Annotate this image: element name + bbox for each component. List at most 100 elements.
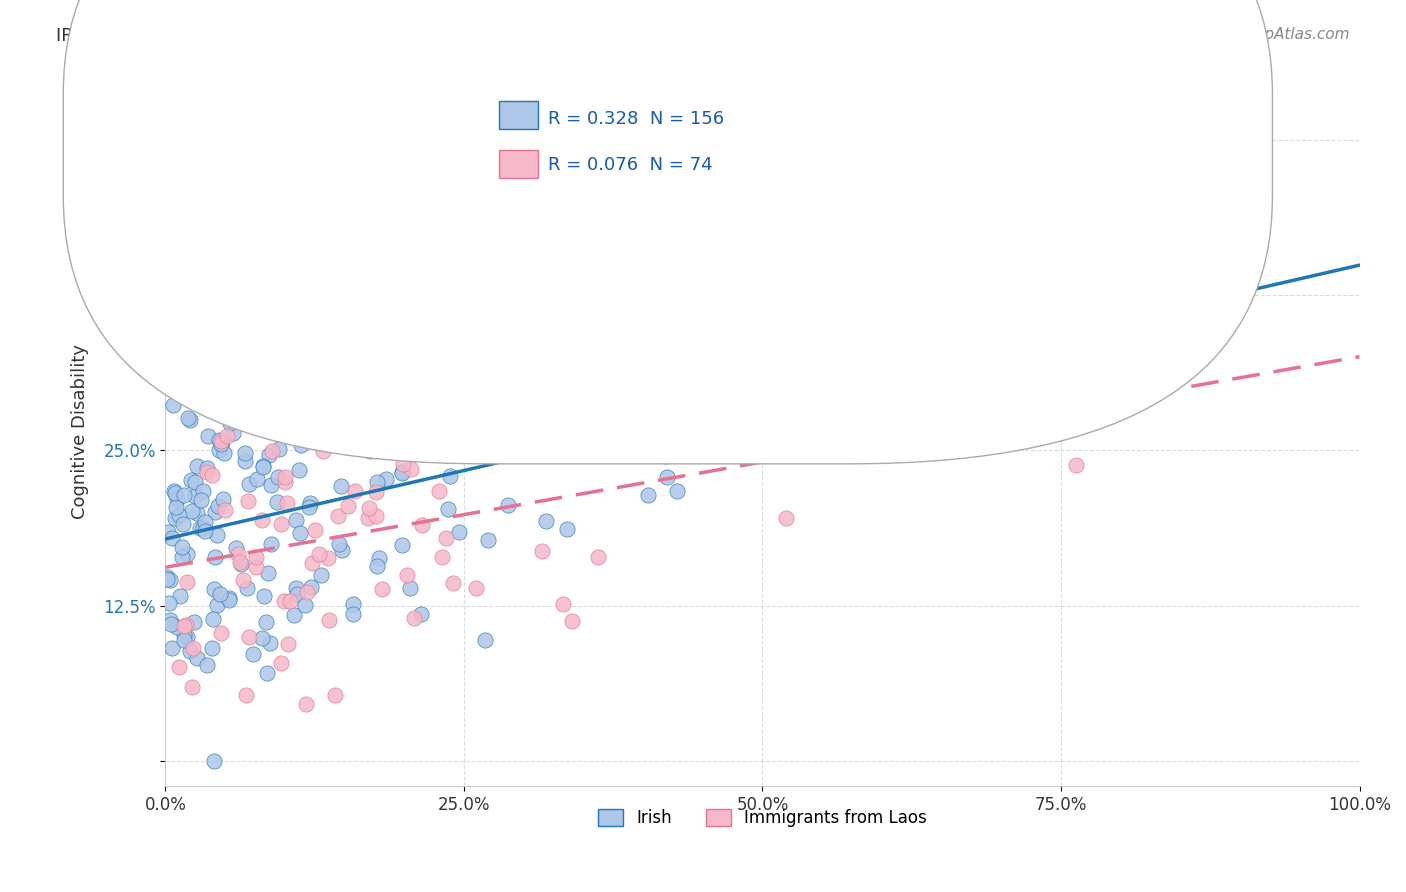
- Text: R = 0.328  N = 156: R = 0.328 N = 156: [548, 110, 724, 128]
- Irish: [218, 591, 240, 605]
- Irish: [762, 310, 785, 325]
- Irish: [319, 345, 342, 359]
- Immigrants from Laos: [236, 494, 259, 508]
- Irish: [391, 538, 413, 552]
- Irish: [398, 581, 420, 595]
- Immigrants from Laos: [402, 610, 425, 624]
- Irish: [253, 589, 276, 603]
- Irish: [665, 484, 688, 499]
- Immigrants from Laos: [238, 630, 260, 644]
- Immigrants from Laos: [371, 582, 394, 597]
- Irish: [290, 438, 312, 452]
- Irish: [186, 459, 208, 474]
- Irish: [166, 500, 188, 514]
- Immigrants from Laos: [1064, 458, 1087, 472]
- Immigrants from Laos: [232, 573, 254, 587]
- Irish: [657, 469, 679, 483]
- Irish: [197, 429, 219, 443]
- Irish: [439, 469, 461, 483]
- Immigrants from Laos: [276, 496, 298, 510]
- Irish: [160, 531, 183, 545]
- Immigrants from Laos: [561, 614, 583, 628]
- Irish: [211, 435, 233, 450]
- Irish: [585, 381, 607, 395]
- Immigrants from Laos: [180, 680, 202, 694]
- Irish: [288, 462, 311, 476]
- Immigrants from Laos: [318, 550, 340, 565]
- Irish: [183, 489, 205, 503]
- Irish: [195, 461, 218, 475]
- Text: R = 0.076  N = 74: R = 0.076 N = 74: [548, 156, 713, 174]
- Irish: [557, 522, 579, 536]
- Irish: [387, 426, 409, 441]
- Irish: [204, 549, 226, 564]
- Irish: [211, 402, 233, 417]
- Irish: [775, 409, 797, 423]
- Irish: [520, 429, 543, 443]
- Immigrants from Laos: [250, 513, 273, 527]
- Irish: [283, 608, 305, 623]
- Immigrants from Laos: [364, 509, 387, 524]
- Irish: [359, 443, 381, 458]
- Irish: [176, 548, 198, 562]
- Irish: [208, 434, 231, 448]
- Irish: [294, 598, 316, 612]
- Immigrants from Laos: [226, 547, 249, 561]
- Irish: [467, 425, 489, 440]
- Immigrants from Laos: [201, 468, 224, 483]
- Irish: [285, 587, 308, 601]
- Immigrants from Laos: [411, 518, 433, 533]
- Irish: [391, 466, 413, 480]
- Irish: [172, 517, 194, 532]
- Irish: [474, 632, 496, 647]
- Irish: [411, 607, 433, 622]
- Irish: [222, 425, 245, 440]
- Irish: [235, 454, 257, 468]
- Irish: [259, 636, 281, 650]
- Irish: [209, 437, 232, 451]
- Irish: [299, 580, 322, 594]
- Irish: [219, 412, 242, 426]
- Immigrants from Laos: [278, 594, 301, 608]
- Irish: [366, 558, 388, 573]
- Immigrants from Laos: [308, 548, 330, 562]
- Irish: [169, 589, 191, 603]
- Irish: [266, 495, 288, 509]
- Irish: [477, 533, 499, 547]
- Immigrants from Laos: [427, 483, 450, 498]
- Irish: [437, 501, 460, 516]
- Immigrants from Laos: [551, 597, 574, 611]
- Irish: [218, 593, 240, 607]
- Irish: [165, 511, 187, 525]
- Immigrants from Laos: [326, 508, 349, 523]
- Irish: [368, 550, 391, 565]
- Immigrants from Laos: [176, 574, 198, 589]
- Immigrants from Laos: [432, 353, 454, 368]
- Irish: [208, 332, 231, 346]
- Immigrants from Laos: [430, 428, 453, 442]
- Irish: [655, 449, 678, 463]
- Irish: [188, 521, 211, 535]
- Irish: [156, 573, 179, 587]
- Immigrants from Laos: [1004, 407, 1026, 421]
- Irish: [166, 492, 188, 507]
- Irish: [254, 615, 277, 629]
- Immigrants from Laos: [392, 457, 415, 471]
- Irish: [232, 372, 254, 386]
- Irish: [257, 448, 280, 462]
- Irish: [342, 597, 364, 611]
- Immigrants from Laos: [359, 501, 381, 516]
- Immigrants from Laos: [353, 366, 375, 380]
- Irish: [564, 273, 586, 287]
- Immigrants from Laos: [368, 441, 391, 455]
- Irish: [260, 477, 283, 491]
- Irish: [157, 596, 180, 610]
- Irish: [177, 410, 200, 425]
- Irish: [219, 416, 242, 430]
- Immigrants from Laos: [214, 503, 236, 517]
- Immigrants from Laos: [197, 396, 219, 410]
- Irish: [186, 651, 208, 665]
- Irish: [267, 442, 290, 457]
- Immigrants from Laos: [366, 485, 388, 500]
- Irish: [204, 582, 226, 596]
